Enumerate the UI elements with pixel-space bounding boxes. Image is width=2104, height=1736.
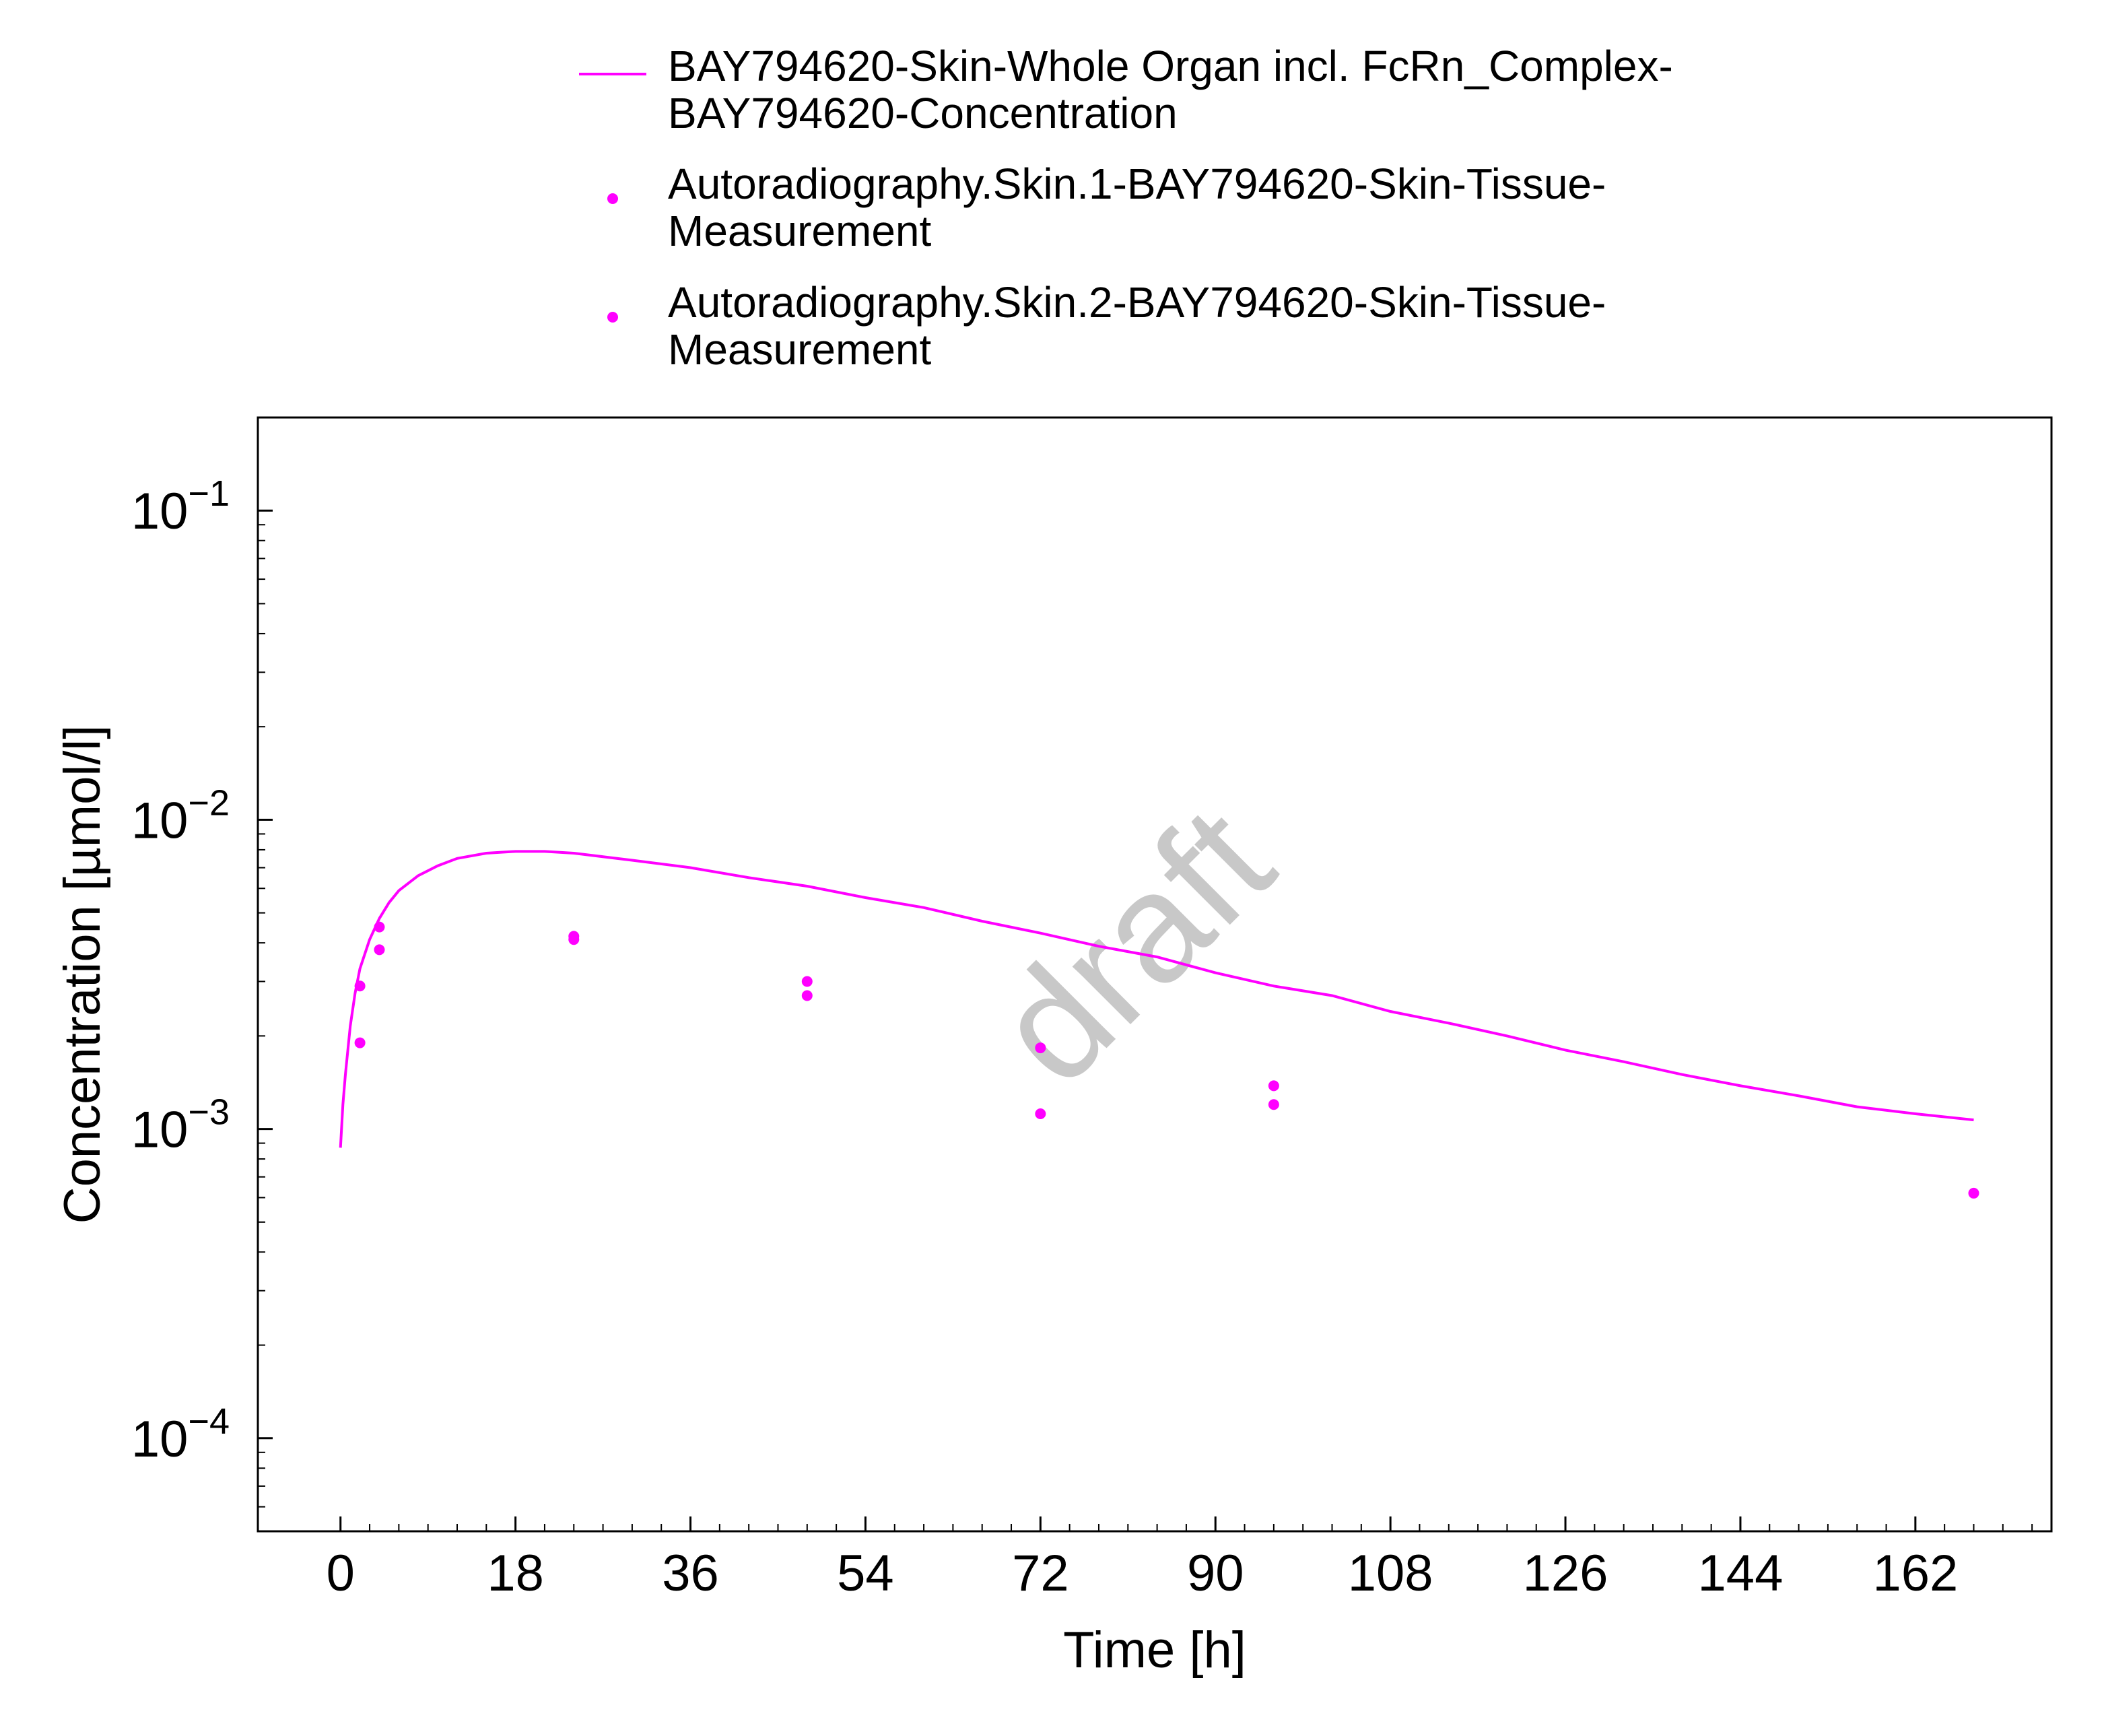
series-layer [339,850,1979,1199]
legend-entry-label: BAY794620-Skin-Whole Organ incl. FcRn_Co… [668,42,1673,90]
watermark-text: draft [963,774,1304,1116]
series-2-point [1268,1080,1279,1092]
x-tick-label: 36 [662,1545,719,1602]
x-tick-label: 54 [837,1545,894,1602]
legend-dot-swatch [607,312,618,323]
series-3-point [1035,1108,1046,1119]
legend-entry-label: Autoradiography.Skin.1-BAY794620-Skin-Ti… [668,160,1606,208]
x-tick-label: 126 [1523,1545,1608,1602]
legend-entry-label: BAY794620-Concentration [668,89,1178,137]
x-axis-ticks: 0 18 36 54 72 90 108 126 144 162 [327,1516,2033,1602]
y-tick-label: 10−3 [131,1092,230,1159]
series-2-point [374,921,385,933]
plot-frame [257,416,2053,1533]
y-tick-label: 10−1 [131,473,230,540]
series-3-point [374,944,385,956]
x-tick-label: 144 [1698,1545,1784,1602]
series-3-point [801,990,813,1001]
legend-entry-label: Autoradiography.Skin.2-BAY794620-Skin-Ti… [668,278,1606,327]
series-2-point [354,980,366,992]
series-2-point [801,976,813,987]
x-tick-label: 18 [487,1545,544,1602]
x-tick-label: 90 [1187,1545,1244,1602]
legend-dot-swatch [607,193,618,204]
y-axis-ticks: 10−1 10−2 10−3 10−4 [131,473,273,1508]
y-tick-label: 10−4 [131,1401,230,1468]
y-tick-label: 10−2 [131,782,230,849]
legend: BAY794620-Skin-Whole Organ incl. FcRn_Co… [579,42,1673,374]
series-3-point [1268,1099,1279,1110]
y-axis-label: Concentration [µmol/l] [54,725,111,1224]
legend-entry-label: Measurement [668,207,932,255]
x-tick-label: 108 [1348,1545,1433,1602]
series-2-point [1035,1042,1046,1054]
x-tick-label: 162 [1872,1545,1958,1602]
legend-entry-label: Measurement [668,325,932,374]
series-3-point [568,931,580,942]
x-tick-label: 72 [1012,1545,1069,1602]
x-tick-label: 0 [327,1545,355,1602]
series-3-point [354,1037,366,1048]
x-axis-label: Time [h] [1063,1622,1246,1679]
series-2-point [1968,1187,1979,1199]
